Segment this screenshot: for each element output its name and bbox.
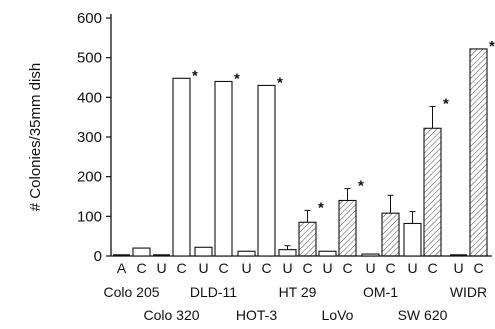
bar-ht-29-u bbox=[278, 249, 297, 257]
bar-ht-29-c bbox=[298, 221, 317, 257]
group-label: HT 29 bbox=[279, 284, 317, 300]
bar-label: U bbox=[407, 260, 417, 276]
bar-hot-3-u bbox=[237, 250, 256, 257]
bar-label: C bbox=[342, 260, 352, 276]
bar-label: C bbox=[261, 260, 271, 276]
group-label: HOT-3 bbox=[236, 307, 277, 323]
significance-star: * bbox=[192, 67, 198, 84]
y-tick-label: 400 bbox=[77, 89, 102, 106]
group-label: DLD-11 bbox=[190, 284, 237, 300]
group-label: Colo 320 bbox=[143, 307, 199, 323]
y-tick-label: 600 bbox=[77, 10, 102, 27]
bar-colo-320-c bbox=[172, 77, 191, 257]
bar-dld-11-c bbox=[214, 80, 233, 257]
bar-label: U bbox=[241, 260, 251, 276]
bar-label: C bbox=[473, 260, 483, 276]
bar-label: C bbox=[302, 260, 312, 276]
group-label: Colo 205 bbox=[103, 284, 159, 300]
y-tick-label: 0 bbox=[94, 248, 102, 265]
bar-lovo-c bbox=[338, 199, 357, 257]
bar-om-1-c bbox=[381, 212, 400, 257]
bar-label: U bbox=[198, 260, 208, 276]
bar-label: A bbox=[117, 260, 127, 276]
bar-colo-205-c bbox=[132, 247, 151, 257]
bar-label: U bbox=[282, 260, 292, 276]
group-label: SW 620 bbox=[398, 307, 448, 323]
significance-star: * bbox=[318, 199, 324, 216]
bar-sw-620-u bbox=[403, 222, 422, 257]
bar-label: C bbox=[427, 260, 437, 276]
bar-lovo-u bbox=[318, 250, 337, 257]
bar-widr-c bbox=[469, 48, 488, 257]
bar-dld-11-u bbox=[194, 246, 213, 257]
bar-label: C bbox=[176, 260, 186, 276]
y-tick-label: 300 bbox=[77, 129, 102, 146]
bars: * * * * * * * bbox=[113, 38, 495, 257]
bar-sw-620-c bbox=[423, 127, 442, 257]
significance-star: * bbox=[358, 178, 364, 195]
group-label: LoVo bbox=[322, 307, 354, 323]
group-label: OM-1 bbox=[363, 284, 398, 300]
bar-label: C bbox=[136, 260, 146, 276]
significance-star: * bbox=[443, 95, 449, 112]
bar-label: U bbox=[322, 260, 332, 276]
bar-om-1-u bbox=[361, 253, 380, 257]
bar-hot-3-c bbox=[257, 84, 276, 257]
significance-star: * bbox=[234, 70, 240, 87]
y-tick-label: 200 bbox=[77, 169, 102, 186]
bar-label: U bbox=[156, 260, 166, 276]
bar-label: C bbox=[385, 260, 395, 276]
axes: 0 100 200 300 400 500 600 # Colonies/35mm dish bbox=[27, 10, 492, 265]
bar-label: U bbox=[453, 260, 463, 276]
y-tick-label: 500 bbox=[77, 50, 102, 67]
bar-label: U bbox=[365, 260, 375, 276]
y-axis-title: # Colonies/35mm dish bbox=[27, 63, 44, 211]
significance-star: * bbox=[489, 38, 495, 55]
group-label: WIDR bbox=[450, 284, 487, 300]
y-tick-label: 100 bbox=[77, 208, 102, 225]
bar-label: C bbox=[218, 260, 228, 276]
significance-star: * bbox=[277, 74, 283, 91]
